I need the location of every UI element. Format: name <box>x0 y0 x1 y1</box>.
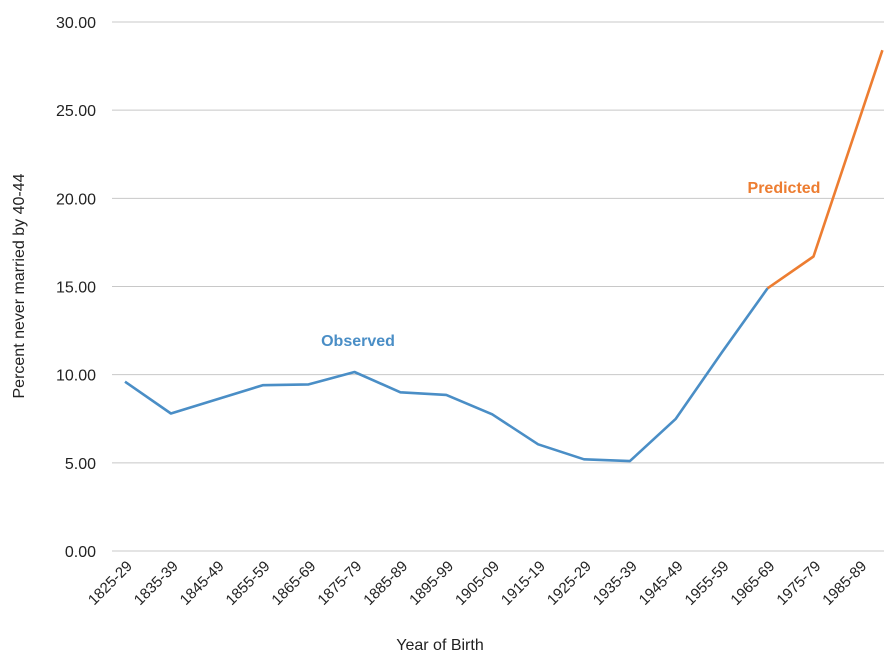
x-tick-label: 1875-79 <box>314 558 365 609</box>
gridlines <box>112 21 884 552</box>
x-tick-label: 1985-89 <box>819 558 870 609</box>
x-tick-label: 1855-59 <box>223 558 274 609</box>
series-line-observed <box>124 287 769 463</box>
x-tick-label: 1825-29 <box>85 558 136 609</box>
x-axis-title: Year of Birth <box>396 637 483 654</box>
y-axis-title: Percent never married by 40-44 <box>11 173 28 398</box>
x-tick-label: 1865-69 <box>268 558 319 609</box>
series-annotations: Observed Predicted <box>321 180 820 350</box>
y-tick-label: 15.00 <box>56 280 96 297</box>
x-tick-label: 1935-39 <box>590 558 641 609</box>
series-line-predicted <box>766 49 884 290</box>
x-tick-label: 1925-29 <box>544 558 595 609</box>
x-tick-label: 1945-49 <box>636 558 687 609</box>
series-label-predicted: Predicted <box>748 180 821 197</box>
x-tick-label: 1915-19 <box>498 558 549 609</box>
y-tick-label: 30.00 <box>56 15 96 32</box>
x-tick-label: 1845-49 <box>177 558 228 609</box>
x-tick-label: 1905-09 <box>452 558 503 609</box>
x-tick-label: 1955-59 <box>682 558 733 609</box>
y-tick-label: 25.00 <box>56 103 96 120</box>
y-tick-label: 20.00 <box>56 191 96 208</box>
x-tick-label: 1835-39 <box>131 558 182 609</box>
series-label-observed: Observed <box>321 333 395 350</box>
series-lines <box>124 49 884 463</box>
y-tick-label: 0.00 <box>65 544 96 561</box>
y-tick-label: 5.00 <box>65 456 96 473</box>
x-tick-label: 1895-99 <box>406 558 457 609</box>
x-tick-labels: 1825-291835-391845-491855-591865-691875-… <box>85 558 870 609</box>
y-tick-label: 10.00 <box>56 368 96 385</box>
y-tick-labels: 0.00 5.00 10.00 15.00 20.00 25.00 30.00 <box>56 15 96 561</box>
x-tick-label: 1965-69 <box>727 558 778 609</box>
x-tick-label: 1975-79 <box>773 558 824 609</box>
x-tick-label: 1885-89 <box>360 558 411 609</box>
